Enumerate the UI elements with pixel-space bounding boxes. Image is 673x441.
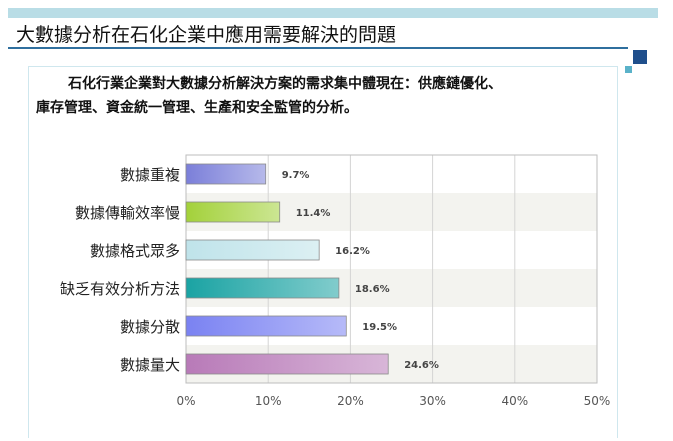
content-frame (28, 66, 618, 438)
data-label: 19.5% (362, 322, 397, 333)
x-tick-label: 10% (255, 394, 282, 408)
intro-line-1: 石化行業企業對大數據分析解決方案的需求集中體現在：供應鏈優化、 (68, 76, 502, 92)
x-tick-label: 0% (176, 394, 195, 408)
bar (185, 163, 267, 185)
data-label: 11.4% (296, 208, 331, 219)
title-underline (8, 47, 628, 49)
data-label: 9.7% (282, 170, 310, 181)
page-title: 大數據分析在石化企業中應用需要解決的問題 (16, 24, 397, 46)
x-tick-label: 20% (337, 394, 364, 408)
x-tick-label: 30% (419, 394, 446, 408)
category-label: 數據格式眾多 (90, 242, 180, 260)
category-label: 數據重複 (120, 166, 180, 184)
x-tick-label: 40% (501, 394, 528, 408)
bar (185, 239, 320, 261)
intro-line-2: 庫存管理、資金統一管理、生產和安全監管的分析。 (36, 100, 358, 116)
category-label: 缺乏有效分析方法 (60, 280, 180, 298)
data-label: 16.2% (335, 246, 370, 257)
plot-border (185, 154, 598, 384)
bar (185, 277, 340, 299)
intro-text: 石化行業企業對大數據分析解決方案的需求集中體現在：供應鏈優化、 庫存管理、資金統… (36, 72, 596, 120)
category-label: 數據傳輸效率慢 (75, 204, 180, 222)
data-label: 24.6% (404, 360, 439, 371)
decor-square-icon (633, 50, 647, 64)
slide-title-bar: 大數據分析在石化企業中應用需要解決的問題 (8, 18, 658, 48)
category-label: 數據分散 (120, 318, 180, 336)
bar (185, 201, 281, 223)
header-stripe (8, 8, 658, 18)
bar (185, 315, 347, 337)
x-tick-label: 50% (584, 394, 611, 408)
category-label: 數據量大 (120, 356, 180, 374)
decor-small-square-icon (625, 66, 632, 73)
data-label: 18.6% (355, 284, 390, 295)
bar (185, 353, 389, 375)
